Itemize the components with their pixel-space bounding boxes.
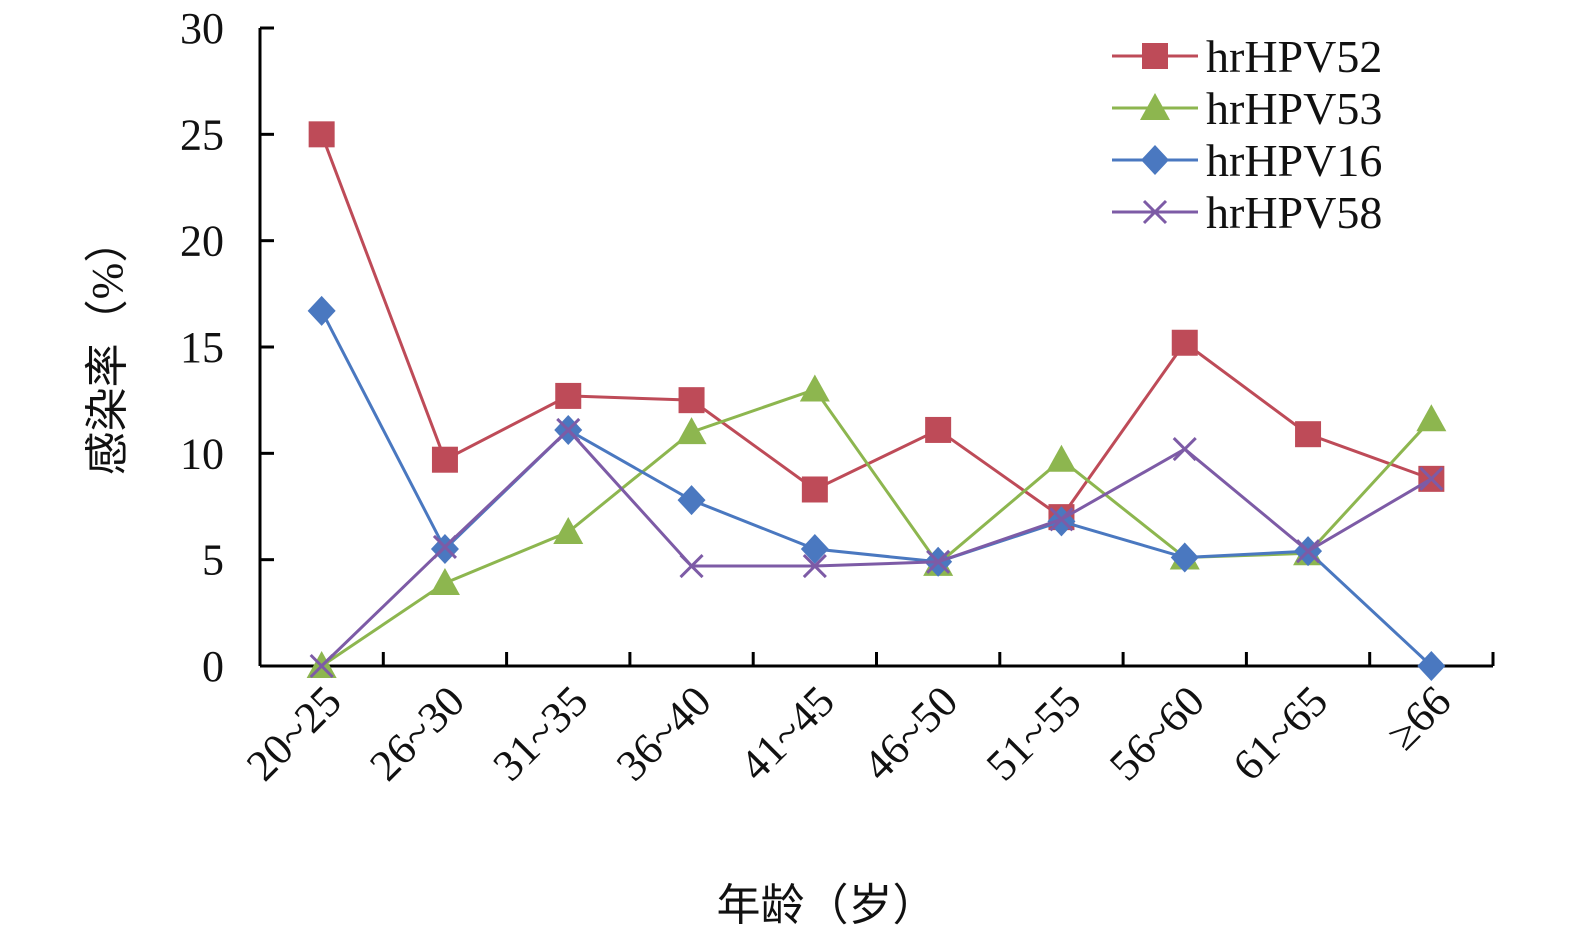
y-axis-title: 感染率（%） bbox=[83, 219, 132, 476]
legend-marker bbox=[1140, 93, 1170, 120]
data-point-hrHPV58 bbox=[679, 553, 704, 579]
x-tick-label: 46~50 bbox=[854, 676, 968, 790]
data-point-hrHPV16 bbox=[800, 534, 829, 565]
data-point-hrHPV52 bbox=[555, 382, 582, 409]
series-hrHPV58 bbox=[309, 417, 1444, 679]
x-tick-label: 51~55 bbox=[977, 676, 1091, 790]
data-point-hrHPV52 bbox=[431, 446, 458, 473]
legend-item-hrHPV53: hrHPV53 bbox=[1112, 83, 1382, 134]
x-tick-label: 56~60 bbox=[1100, 676, 1214, 790]
series-line-hrHPV58 bbox=[320, 427, 1433, 668]
data-point-hrHPV53 bbox=[553, 517, 584, 545]
series-hrHPV53 bbox=[306, 374, 1447, 678]
y-tick-label: 5 bbox=[202, 536, 224, 585]
x-tick-label: ≥66 bbox=[1378, 676, 1461, 759]
data-point-hrHPV53 bbox=[676, 417, 707, 445]
y-ticks: 0 5 10 15 20 25 30 bbox=[180, 4, 274, 691]
data-point-hrHPV58 bbox=[556, 417, 581, 443]
x-tick-label: 36~40 bbox=[607, 676, 721, 790]
legend-marker bbox=[1142, 199, 1168, 225]
legend-label: hrHPV58 bbox=[1206, 187, 1382, 238]
data-point-hrHPV58 bbox=[432, 534, 458, 559]
data-point-hrHPV58 bbox=[1172, 437, 1197, 462]
data-point-hrHPV16 bbox=[307, 295, 336, 326]
data-point-hrHPV58 bbox=[1295, 539, 1321, 564]
data-point-hrHPV53 bbox=[1416, 404, 1447, 432]
data-point-hrHPV16 bbox=[1170, 542, 1199, 573]
y-tick-label: 10 bbox=[180, 429, 224, 478]
data-point-hrHPV58 bbox=[1419, 466, 1444, 491]
series-layer bbox=[306, 121, 1447, 681]
series-hrHPV52 bbox=[308, 121, 1445, 531]
data-point-hrHPV58 bbox=[802, 553, 827, 579]
x-tick-label: 41~45 bbox=[730, 676, 844, 790]
legend-marker bbox=[1141, 145, 1169, 175]
x-ticks: 20~25 26~30 31~35 36~40 41~45 46~50 51~55 56~60… bbox=[237, 652, 1495, 790]
legend-label: hrHPV16 bbox=[1206, 135, 1382, 186]
data-point-hrHPV52 bbox=[925, 416, 952, 443]
y-tick-label: 25 bbox=[180, 110, 224, 159]
series-hrHPV16 bbox=[307, 295, 1446, 681]
legend-marker bbox=[1142, 43, 1168, 69]
data-point-hrHPV16 bbox=[1417, 651, 1446, 681]
data-point-hrHPV16 bbox=[677, 485, 706, 516]
x-tick-label: 26~30 bbox=[360, 676, 474, 790]
data-point-hrHPV58 bbox=[926, 549, 951, 574]
data-point-hrHPV53 bbox=[799, 374, 830, 402]
data-point-hrHPV52 bbox=[678, 387, 705, 414]
legend-label: hrHPV52 bbox=[1206, 31, 1382, 82]
series-line-hrHPV53 bbox=[320, 387, 1433, 668]
data-point-hrHPV52 bbox=[1171, 329, 1198, 356]
series-line-hrHPV16 bbox=[320, 310, 1433, 668]
y-tick-label: 20 bbox=[180, 217, 224, 266]
data-point-hrHPV52 bbox=[308, 121, 335, 148]
data-point-hrHPV58 bbox=[309, 653, 334, 679]
legend-item-hrHPV58: hrHPV58 bbox=[1112, 187, 1382, 238]
series-line-hrHPV52 bbox=[320, 133, 1432, 520]
legend-item-hrHPV52: hrHPV52 bbox=[1112, 31, 1382, 82]
data-point-hrHPV53 bbox=[1046, 444, 1077, 472]
x-tick-label: 31~35 bbox=[484, 676, 598, 790]
data-point-hrHPV52 bbox=[801, 476, 828, 503]
y-tick-label: 30 bbox=[180, 4, 224, 53]
y-tick-label: 0 bbox=[202, 642, 224, 691]
y-tick-label: 15 bbox=[180, 323, 224, 372]
data-point-hrHPV58 bbox=[1049, 507, 1074, 532]
data-point-hrHPV52 bbox=[1295, 421, 1322, 448]
x-tick-label: 61~65 bbox=[1223, 676, 1337, 790]
data-point-hrHPV53 bbox=[429, 568, 460, 596]
x-axis-title: 年龄（岁） bbox=[717, 881, 937, 930]
legend-item-hrHPV16: hrHPV16 bbox=[1112, 135, 1382, 186]
legend-label: hrHPV53 bbox=[1206, 83, 1382, 134]
x-tick-label: 20~25 bbox=[237, 676, 351, 790]
